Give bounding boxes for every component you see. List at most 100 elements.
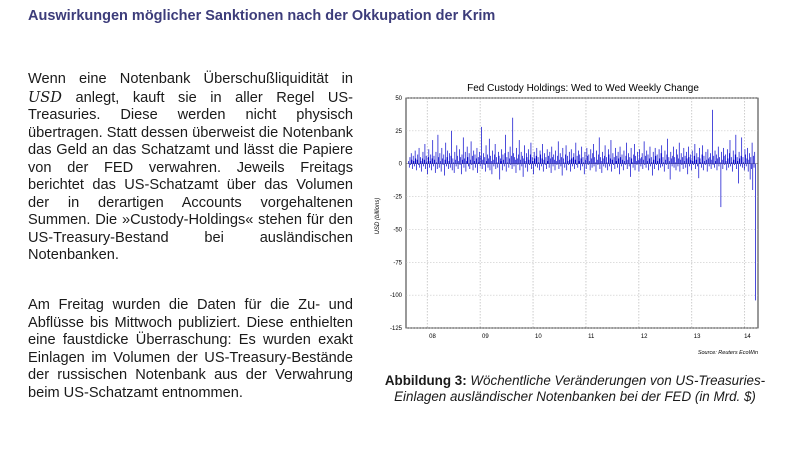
bar — [753, 155, 754, 164]
bar — [570, 163, 571, 172]
bar — [408, 161, 409, 164]
chart-figure: Fed Custody Holdings: Wed to Wed Weekly … — [365, 78, 765, 378]
bar — [492, 159, 494, 164]
bar — [587, 163, 589, 166]
bar — [540, 154, 542, 164]
bar — [577, 163, 579, 168]
bar — [742, 157, 744, 164]
bar — [743, 163, 745, 171]
bar — [530, 142, 532, 164]
bar — [716, 163, 718, 171]
bar — [462, 137, 464, 164]
bar — [702, 163, 704, 171]
bar — [468, 153, 470, 164]
bar — [572, 163, 573, 167]
bar — [514, 157, 516, 164]
y-tick-label: 50 — [395, 96, 402, 102]
bar — [747, 163, 749, 172]
bar — [584, 151, 586, 164]
bar — [414, 163, 415, 167]
bar — [648, 163, 650, 171]
bar — [550, 163, 552, 173]
bar — [712, 109, 713, 164]
bar — [499, 163, 501, 180]
bar — [578, 161, 580, 164]
bar — [575, 142, 577, 164]
bar — [436, 162, 437, 164]
bar — [653, 159, 655, 164]
bar — [637, 151, 638, 164]
bar — [606, 162, 608, 164]
bar — [522, 155, 523, 164]
bar — [422, 151, 424, 164]
bar — [410, 153, 412, 164]
bar — [630, 147, 632, 164]
bar — [710, 153, 711, 164]
bar — [594, 162, 596, 164]
bar — [697, 157, 699, 164]
bar — [654, 147, 656, 164]
bar — [421, 163, 423, 172]
bar — [678, 142, 680, 164]
bar — [438, 163, 440, 168]
bar — [581, 163, 583, 167]
bar — [721, 151, 722, 164]
bar — [639, 158, 641, 164]
bar — [593, 144, 594, 164]
bar — [728, 153, 730, 164]
bar — [493, 163, 495, 167]
bar — [708, 158, 709, 164]
bar — [459, 149, 460, 164]
bar — [638, 163, 640, 172]
bar — [607, 149, 609, 164]
bar — [467, 157, 469, 164]
bar — [558, 163, 560, 169]
bar — [656, 163, 657, 166]
y-tick-label: -50 — [393, 227, 402, 233]
bar — [557, 155, 558, 164]
bar — [454, 151, 456, 164]
bar — [736, 157, 738, 164]
bar — [627, 159, 629, 164]
bar — [714, 150, 716, 164]
bar — [418, 147, 420, 164]
bar — [715, 154, 717, 164]
bar — [529, 154, 531, 164]
bar — [427, 157, 429, 164]
bar — [463, 163, 465, 168]
bar — [438, 157, 439, 164]
bar — [732, 150, 734, 164]
bar — [655, 155, 657, 164]
bar — [737, 161, 739, 164]
bar — [703, 155, 705, 164]
bar — [563, 162, 565, 164]
bar — [507, 151, 509, 164]
bar — [411, 159, 413, 164]
bar — [693, 163, 694, 166]
bar — [490, 155, 491, 164]
bar — [621, 154, 623, 164]
bar — [516, 147, 517, 164]
bar — [488, 138, 490, 164]
bar — [552, 157, 553, 164]
bar — [587, 155, 588, 164]
bar — [593, 163, 595, 167]
bar — [696, 153, 698, 164]
bar — [481, 163, 483, 169]
bar — [746, 158, 748, 164]
bar — [741, 163, 743, 168]
bar — [727, 158, 729, 164]
bar — [573, 153, 575, 164]
bar — [488, 158, 490, 164]
bar — [459, 163, 461, 166]
bar — [608, 154, 610, 164]
bar — [550, 158, 551, 164]
bar — [477, 157, 479, 164]
bar — [652, 151, 654, 164]
x-tick-label: 13 — [694, 334, 701, 340]
bar — [661, 163, 663, 167]
bar — [472, 163, 474, 171]
bar — [667, 163, 669, 169]
bar — [752, 163, 754, 190]
bar — [719, 162, 721, 164]
